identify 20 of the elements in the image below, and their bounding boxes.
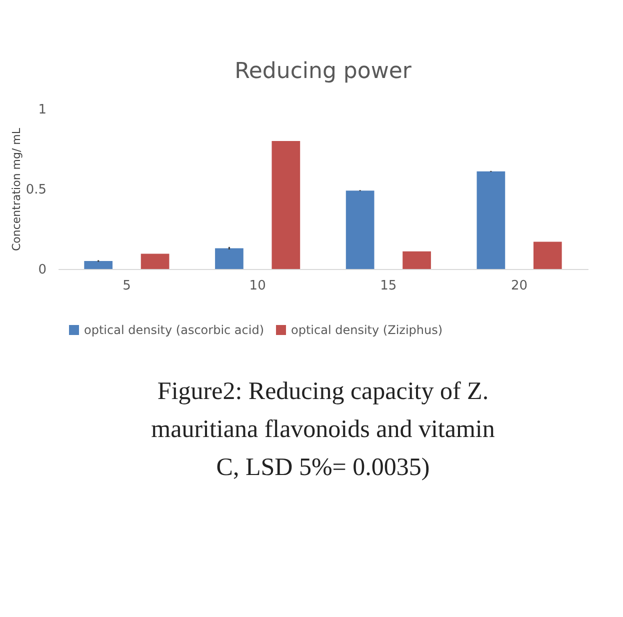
bar	[533, 242, 562, 269]
legend-label: optical density (Ziziphus)	[291, 323, 443, 337]
caption: Figure2: Reducing capacity of Z. mauritiana flavonoids and vitamin C, LSD 5%= 0.0035)	[151, 378, 496, 481]
x-tick-label: 15	[380, 278, 397, 294]
bar	[346, 190, 374, 269]
bar	[215, 248, 244, 269]
y-axis-title: Concentration mg/ mL	[10, 127, 23, 252]
y-tick-label: 0.5	[26, 182, 46, 198]
bar	[84, 261, 113, 269]
legend-label: optical density (ascorbic acid)	[84, 323, 264, 337]
y-tick-label: 1	[38, 102, 46, 118]
bar	[272, 141, 300, 269]
chart-title: Reducing power	[234, 59, 412, 84]
bar	[140, 254, 170, 269]
x-tick-label: 20	[511, 278, 528, 294]
y-tick-label: 0	[38, 262, 46, 278]
x-tick-label: 5	[122, 278, 131, 294]
bar	[476, 171, 506, 269]
bar	[402, 251, 431, 269]
x-tick-label: 10	[249, 278, 266, 294]
